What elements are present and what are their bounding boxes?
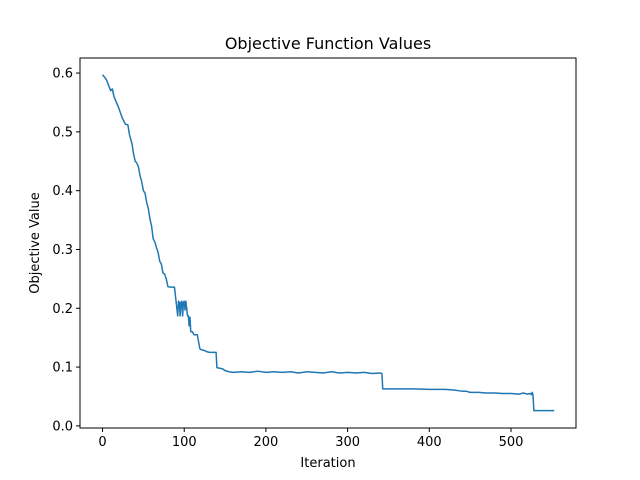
x-tick-label: 500 [499, 435, 524, 450]
x-axis-ticks: 0 100 200 300 400 500 [98, 428, 523, 450]
x-tick-label: 300 [335, 435, 360, 450]
y-tick-label: 0.6 [52, 67, 73, 82]
y-tick-label: 0.5 [52, 125, 73, 140]
x-axis-label: Iteration [300, 456, 355, 471]
x-tick-label: 200 [254, 435, 279, 450]
objective-series-line [101, 74, 555, 412]
x-tick-label: 0 [98, 435, 106, 450]
plot-area [80, 58, 576, 428]
x-tick-label: 100 [172, 435, 197, 450]
y-axis-label: Objective Value [28, 192, 43, 293]
plot-frame [79, 57, 577, 429]
chart-title: Objective Function Values [225, 34, 431, 53]
y-tick-label: 0.3 [52, 243, 73, 258]
y-tick-label: 0.1 [52, 361, 73, 376]
y-axis-ticks: 0.0 0.1 0.2 0.3 0.4 0.5 0.6 [52, 67, 80, 434]
y-tick-label: 0.2 [52, 302, 73, 317]
y-tick-label: 0.4 [52, 184, 73, 199]
x-tick-label: 400 [417, 435, 442, 450]
y-tick-label: 0.0 [52, 419, 73, 434]
